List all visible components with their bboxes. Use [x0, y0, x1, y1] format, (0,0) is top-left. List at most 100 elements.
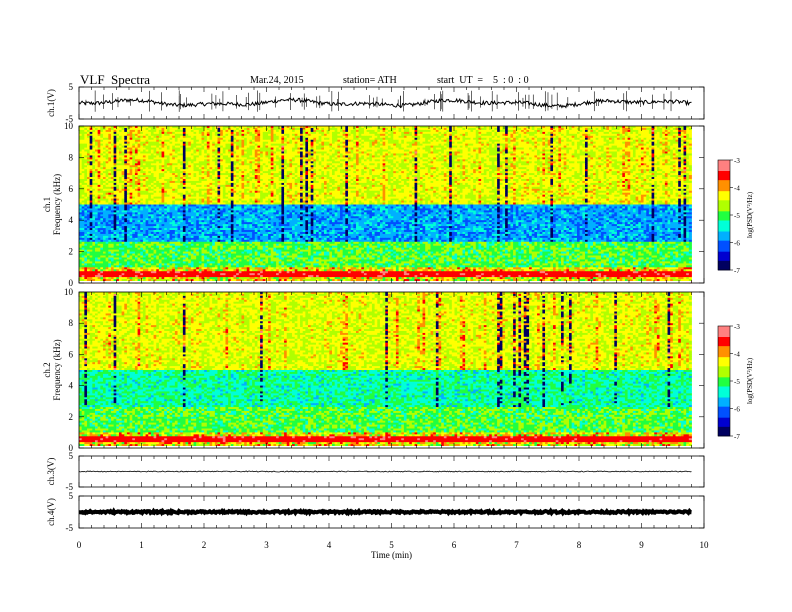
- colorbar-swatch: [718, 260, 730, 264]
- colorbar-swatch: [718, 222, 730, 225]
- colorbar-swatch: [718, 392, 730, 395]
- colorbar-swatch: [718, 227, 730, 231]
- zero-frequency-strip: [79, 446, 692, 448]
- colorbar-swatch: [718, 213, 730, 216]
- colorbar-swatch: [718, 226, 730, 229]
- colorbar-swatch: [718, 326, 730, 329]
- y-axis-label: ch.1(V): [46, 89, 56, 117]
- colorbar-swatch: [718, 426, 730, 430]
- colorbar-swatch: [718, 165, 730, 168]
- x-tick-label: 4: [327, 540, 332, 550]
- colorbar-swatch: [718, 266, 730, 269]
- colorbar-swatch: [718, 331, 730, 334]
- y-tick-label: 5: [69, 491, 74, 501]
- colorbar-swatch: [718, 333, 730, 336]
- colorbar-swatch: [718, 384, 730, 387]
- y-tick-label: 6: [69, 349, 74, 359]
- colorbar-swatch: [718, 434, 730, 437]
- colorbar-swatch: [718, 172, 730, 176]
- colorbar-swatch: [718, 390, 730, 393]
- colorbar-swatch: [718, 262, 730, 265]
- colorbar-swatch: [718, 353, 730, 356]
- colorbar-swatch: [718, 220, 730, 223]
- colorbar-swatch: [718, 209, 730, 212]
- colorbar-swatch: [718, 414, 730, 417]
- y-tick-label: 5: [69, 451, 74, 461]
- y-tick-label: 10: [64, 287, 74, 297]
- y-axis-label: ch.1: [42, 197, 52, 212]
- zero-frequency-strip: [79, 281, 692, 283]
- colorbar-swatch: [718, 207, 730, 210]
- y-tick-label: 4: [69, 381, 74, 391]
- y-axis-label: ch.4(V): [46, 498, 56, 526]
- y-tick-label: 6: [69, 184, 74, 194]
- colorbar-tick-label: -7: [734, 433, 740, 441]
- colorbar-swatch: [718, 329, 730, 332]
- y-axis-label: ch.2: [42, 362, 52, 377]
- colorbar-swatch: [718, 348, 730, 351]
- colorbar-label: log(PSD(V²/Hz): [746, 191, 754, 238]
- x-tick-label: 9: [639, 540, 644, 550]
- spectrogram-2-image: [79, 292, 692, 449]
- colorbar-swatch: [718, 428, 730, 431]
- x-tick-label: 6: [452, 540, 457, 550]
- colorbar-swatch: [718, 255, 730, 258]
- colorbar-swatch: [718, 327, 730, 331]
- colorbar-swatch: [718, 399, 730, 402]
- colorbar-swatch: [718, 342, 730, 345]
- y-tick-label: 2: [69, 412, 74, 422]
- colorbar-swatch: [718, 180, 730, 183]
- x-tick-label: 7: [514, 540, 519, 550]
- colorbar-swatch: [718, 244, 730, 247]
- colorbar-swatch: [718, 178, 730, 181]
- x-tick-label: 10: [700, 540, 710, 550]
- colorbar-swatch: [718, 415, 730, 419]
- y-axis-label: ch.3(V): [46, 458, 56, 486]
- colorbar-swatch: [718, 366, 730, 369]
- colorbar-swatch: [718, 237, 730, 240]
- colorbar-swatch: [718, 423, 730, 426]
- y-tick-label: -5: [66, 482, 74, 492]
- colorbar-swatch: [718, 264, 730, 267]
- colorbar-swatch: [718, 169, 730, 172]
- colorbar-swatch: [718, 360, 730, 364]
- date-label: Mar.24, 2015: [250, 75, 304, 86]
- colorbar-swatch: [718, 408, 730, 411]
- colorbar-tick-label: -3: [734, 323, 740, 331]
- colorbar-swatch: [718, 268, 730, 271]
- colorbar-swatch: [718, 379, 730, 382]
- colorbar-swatch: [718, 251, 730, 254]
- colorbar-swatch: [718, 259, 730, 262]
- colorbar-swatch: [718, 346, 730, 349]
- colorbar-swatch: [718, 370, 730, 373]
- y-tick-label: 4: [69, 215, 74, 225]
- colorbar-swatch: [718, 410, 730, 413]
- x-tick-label: 0: [77, 540, 82, 550]
- colorbar-swatch: [718, 246, 730, 249]
- colorbar-swatch: [718, 242, 730, 245]
- colorbar-swatch: [718, 235, 730, 238]
- colorbar-swatch: [718, 364, 730, 367]
- colorbar-swatch: [718, 215, 730, 218]
- colorbar-swatch: [718, 205, 730, 209]
- colorbar-swatch: [718, 238, 730, 242]
- y-tick-label: 8: [69, 152, 74, 162]
- x-tick-label: 1: [139, 540, 144, 550]
- colorbar-swatch: [718, 349, 730, 353]
- colorbar-swatch: [718, 253, 730, 256]
- colorbar-tick-label: -7: [734, 267, 740, 275]
- colorbar-swatch: [718, 401, 730, 404]
- colorbar-label: log(PSD(V²/Hz): [746, 357, 754, 404]
- colorbar-swatch: [718, 419, 730, 422]
- colorbar-tick-label: -4: [734, 351, 740, 359]
- colorbar-swatch: [718, 185, 730, 188]
- colorbar-swatch: [718, 388, 730, 391]
- colorbar-swatch: [718, 171, 730, 174]
- colorbar-swatch: [718, 194, 730, 198]
- colorbar-swatch: [718, 362, 730, 365]
- colorbar-swatch: [718, 174, 730, 177]
- colorbar-swatch: [718, 249, 730, 253]
- colorbar-swatch: [718, 382, 730, 386]
- colorbar-swatch: [718, 338, 730, 342]
- colorbar-swatch: [718, 248, 730, 251]
